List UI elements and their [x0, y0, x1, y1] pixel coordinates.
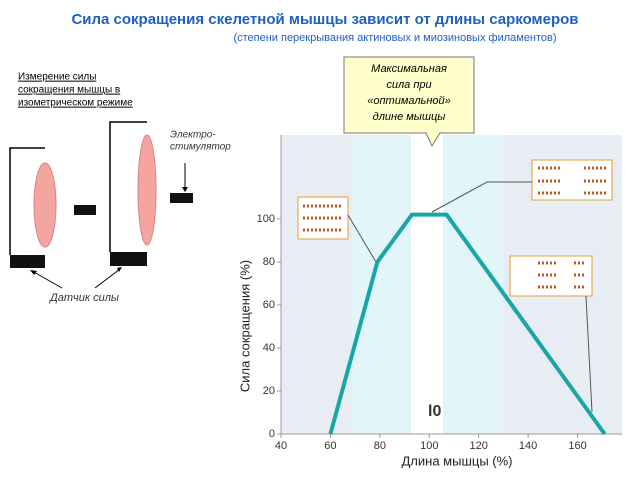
y-tick-label: 20 [263, 385, 275, 397]
optimum-label: l0 [428, 403, 441, 420]
y-tick-label: 60 [263, 299, 275, 311]
region [281, 135, 352, 434]
x-tick-label: 160 [568, 440, 586, 452]
callout: сила при [386, 79, 431, 91]
y-axis-label: Сила сокращения (%) [237, 260, 252, 392]
y-tick-label: 0 [269, 428, 275, 440]
callout: «оптимальной» [367, 95, 451, 107]
apparatus [9, 121, 193, 289]
x-tick-label: 100 [420, 440, 438, 452]
x-tick-label: 40 [275, 440, 287, 452]
caption: Измерение силы [18, 72, 96, 83]
y-tick-label: 40 [263, 342, 275, 354]
sensor: Датчик силы [48, 292, 119, 304]
title: Сила сокращения скелетной мышцы зависит … [71, 11, 578, 28]
region [352, 135, 411, 434]
caption: сокращения мышцы в [18, 85, 120, 96]
x-tick-label: 80 [374, 440, 386, 452]
callout: длине мышцы [373, 111, 446, 123]
y-tick-label: 80 [263, 256, 275, 268]
region [443, 135, 503, 434]
subtitle: (степени перекрывания актиновых и миозин… [233, 32, 556, 44]
sarcomere-icons [297, 159, 613, 413]
x-tick-label: 60 [324, 440, 336, 452]
callout: Максимальная [371, 63, 447, 75]
x-tick-label: 140 [519, 440, 537, 452]
x-tick-label: 120 [470, 440, 488, 452]
caption: изометрическом режиме [18, 98, 133, 109]
series-line [328, 212, 607, 436]
callout-box [343, 56, 475, 148]
y-tick-label: 100 [257, 213, 275, 225]
stimulator: Электро- [170, 130, 216, 141]
x-axis-label: Длина мышцы (%) [401, 453, 512, 468]
stimulator: стимулятор [170, 142, 231, 153]
